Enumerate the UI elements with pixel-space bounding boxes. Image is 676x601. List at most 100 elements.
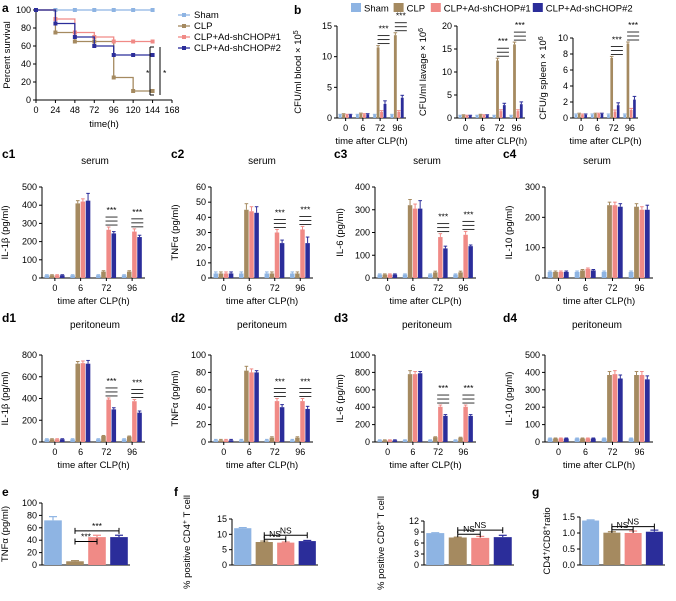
survival-point <box>150 39 155 44</box>
bar <box>558 438 564 442</box>
y-tick-label: 10 <box>217 529 227 539</box>
bar <box>300 401 305 442</box>
bar <box>274 232 280 278</box>
y-axis-label-part: TNFα (pg/ml) <box>170 204 181 260</box>
panel-title: peritoneum <box>402 320 452 331</box>
y-axis-label: TNFα (pg/ml) <box>170 370 181 426</box>
y-tick-label: 4 <box>563 81 568 91</box>
x-tick-label: 6 <box>583 283 588 293</box>
panel-title: serum <box>583 156 611 167</box>
bar <box>433 437 438 442</box>
y-axis-label: Percent survival <box>2 21 13 89</box>
bar <box>132 401 137 442</box>
bar <box>462 115 465 118</box>
y-axis-label: % positive CD4+ T cell <box>182 495 194 589</box>
legend-label: CLP+Ad-shCHOP#2 <box>546 4 633 15</box>
bar <box>239 440 244 442</box>
bar <box>274 401 280 442</box>
y-tick-label: 400 <box>525 367 540 377</box>
y-tick-label: 8 <box>563 49 568 59</box>
bar <box>634 375 639 442</box>
y-tick-label: 40 <box>27 535 37 545</box>
y-axis-label: CD4+/CD8+ratio <box>542 507 554 574</box>
bar <box>468 415 473 442</box>
bar <box>417 208 423 278</box>
bar <box>613 111 617 118</box>
x-tick-label: 96 <box>127 283 137 293</box>
y-axis-label-part: CFU/ml lavage × 10 <box>418 32 429 116</box>
y-tick-label: 0 <box>201 437 206 447</box>
bar <box>428 274 433 278</box>
legend-label: CLP+Ad-shCHOP#2 <box>194 43 281 54</box>
bar <box>70 275 75 278</box>
x-tick-label: 168 <box>164 105 179 115</box>
y-tick-label: 3 <box>414 549 419 559</box>
x-tick-label: 72 <box>89 105 99 115</box>
x-tick-label: 0 <box>463 123 468 133</box>
y-tick-label: 80 <box>196 367 206 377</box>
bar <box>402 440 408 442</box>
bar <box>616 105 620 118</box>
significance-label: *** <box>463 209 474 219</box>
x-axis-label: time after CLP(h) <box>563 460 635 471</box>
x-tick-label: 6 <box>410 447 415 457</box>
y-tick-label: 0 <box>327 113 332 123</box>
comparison-label: NS <box>280 525 292 535</box>
y-tick-label: 6 <box>414 538 419 548</box>
bar <box>213 273 219 278</box>
panel-label: a <box>2 1 9 15</box>
bar <box>305 408 310 442</box>
bar <box>601 438 607 442</box>
significance-label: *** <box>498 36 509 46</box>
bar <box>519 104 523 118</box>
y-axis-label-part: IL-10 (pg/ml) <box>504 372 515 426</box>
x-tick-label: 72 <box>270 283 280 293</box>
y-axis-label-part: IL-6 (pg/ml) <box>335 374 346 423</box>
bar <box>617 206 623 278</box>
y-tick-label: 20 <box>27 548 37 558</box>
bar <box>80 363 86 442</box>
bar <box>468 115 472 118</box>
significance-label: *** <box>275 377 286 387</box>
significance-label: *** <box>463 383 474 393</box>
bar <box>382 440 388 442</box>
y-axis-label: TNFα (pg/ml) <box>170 204 181 260</box>
bar <box>563 271 569 278</box>
panel-title: serum <box>81 156 109 167</box>
panel-title: serum <box>413 156 441 167</box>
panel-label: c2 <box>171 147 185 161</box>
y-axis-label-part: + <box>542 552 549 556</box>
bar <box>49 439 55 442</box>
bar <box>553 438 558 442</box>
bar <box>132 231 137 278</box>
bar <box>639 209 645 278</box>
significance-label: *** <box>438 383 449 393</box>
x-tick-label: 0 <box>556 447 561 457</box>
bar <box>106 399 111 442</box>
x-tick-label: 144 <box>145 105 160 115</box>
bar <box>485 115 489 118</box>
bar <box>468 246 473 278</box>
panel-title: peritoneum <box>70 320 120 331</box>
bar <box>387 440 393 442</box>
bar <box>417 373 423 442</box>
y-tick-label: 40 <box>21 59 31 69</box>
y-axis-label-part: + <box>376 521 383 525</box>
bar <box>387 274 393 278</box>
x-tick-label: 72 <box>607 447 617 457</box>
y-tick-label: 0 <box>365 273 370 283</box>
bar <box>239 273 244 278</box>
x-axis-label: time after CLP(h) <box>569 136 641 147</box>
y-tick-label: 80 <box>21 23 31 33</box>
bar <box>412 208 418 278</box>
survival-point <box>111 39 116 44</box>
bar <box>558 271 564 278</box>
bar <box>453 440 458 442</box>
bar <box>234 528 252 565</box>
x-axis-label: time after CLP(h) <box>226 296 298 307</box>
legend-marker <box>182 13 186 17</box>
bar <box>639 375 645 442</box>
bar <box>644 209 650 278</box>
bar <box>509 115 513 118</box>
y-axis-label-part: IL-1β (pg/ml) <box>0 205 11 259</box>
